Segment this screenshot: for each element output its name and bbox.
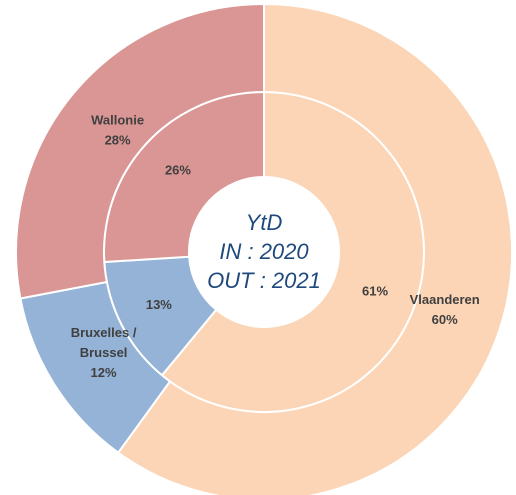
center-text: OUT : 2021 bbox=[207, 268, 321, 293]
donut-slice bbox=[116, 2, 513, 495]
center-text: IN : 2020 bbox=[219, 239, 309, 264]
category-label: Bruxelles / bbox=[71, 325, 137, 340]
data-label: 28% bbox=[105, 132, 131, 147]
center-text: YtD bbox=[246, 210, 283, 235]
data-label: 26% bbox=[165, 163, 191, 178]
data-label: 61% bbox=[362, 283, 388, 298]
labels: 61% 13% 26% Vlaanderen 60% Bruxelles / Brussel… bbox=[71, 112, 480, 380]
category-label: Vlaanderen bbox=[410, 292, 480, 307]
donut-slice bbox=[15, 2, 265, 300]
rings bbox=[15, 2, 513, 495]
data-label: 12% bbox=[91, 365, 117, 380]
category-label: Brussel bbox=[80, 345, 128, 360]
data-label: 13% bbox=[146, 297, 172, 312]
data-label: 60% bbox=[432, 312, 458, 327]
category-label: Wallonie bbox=[91, 112, 144, 127]
